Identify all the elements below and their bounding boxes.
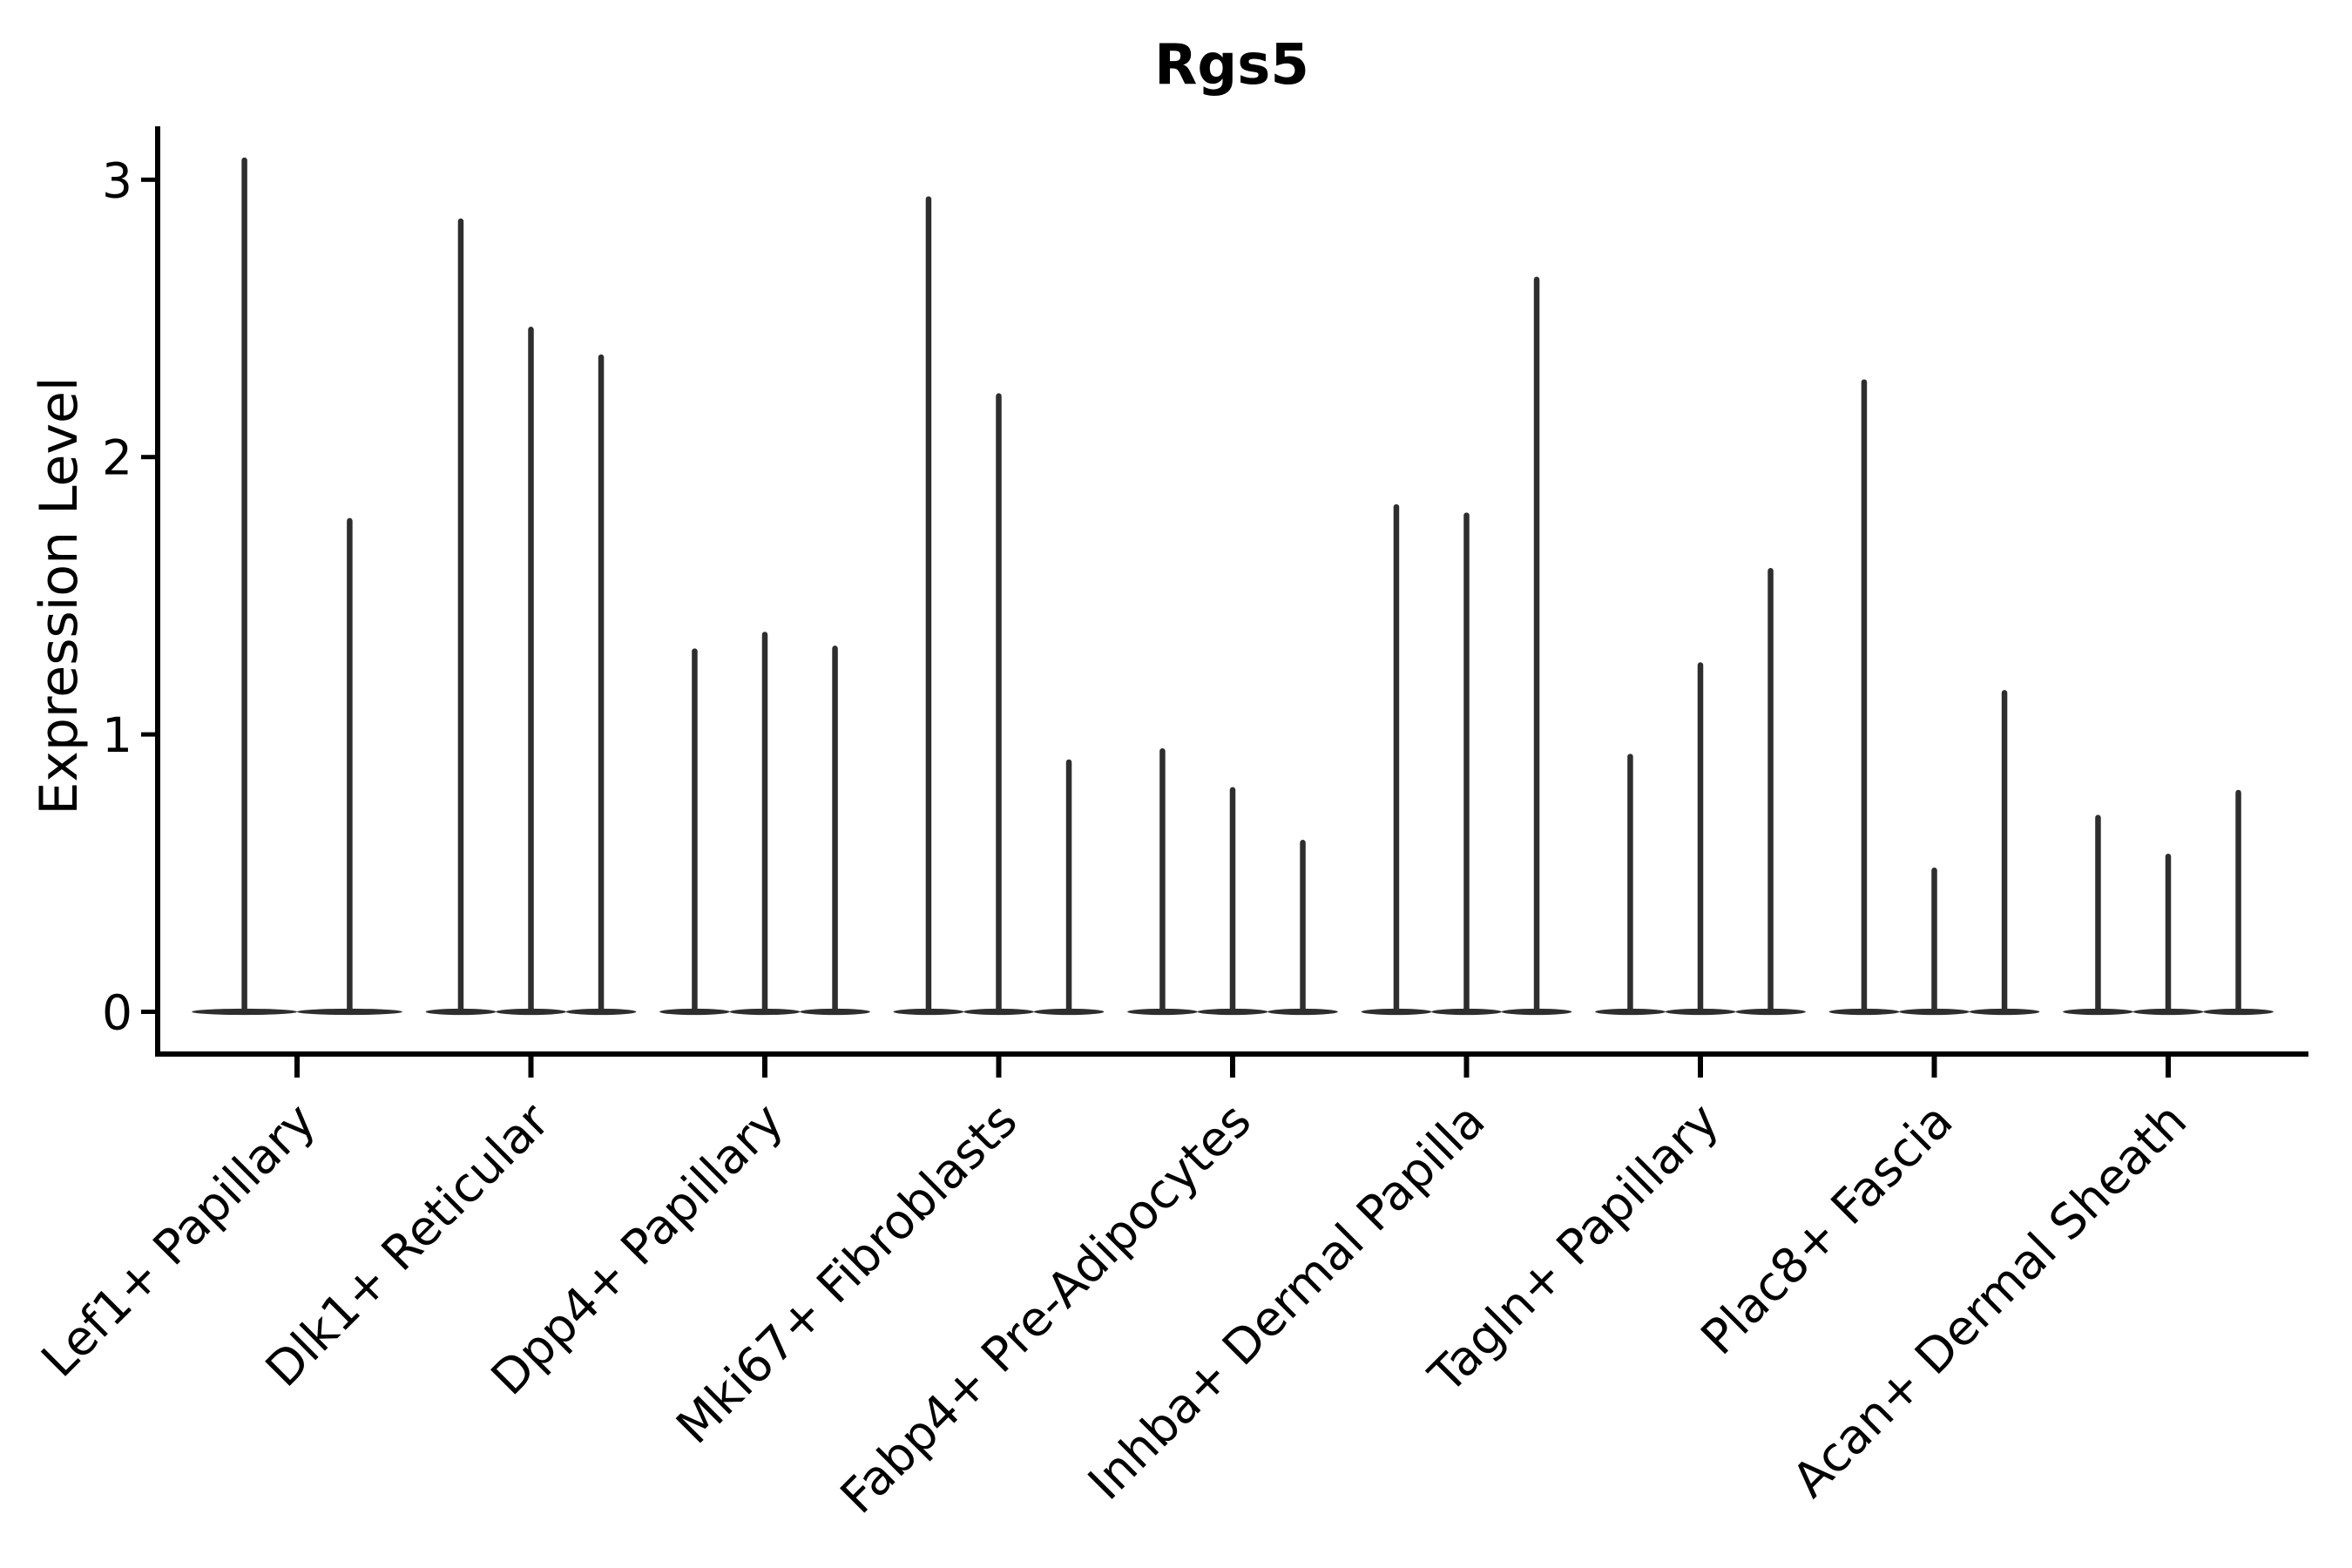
y-axis-label: Expression Level [29, 376, 90, 814]
x-category-label: Inhba+ Dermal Papilla [1078, 1092, 1496, 1511]
violins-layer [192, 157, 2274, 1016]
y-tick-label: 2 [102, 430, 132, 486]
y-tick-label: 1 [102, 707, 132, 763]
x-category-label: Fabp4+ Pre-Adipocytes [829, 1092, 1261, 1524]
chart-title: Rgs5 [1154, 33, 1309, 98]
y-tick-label: 0 [102, 985, 132, 1041]
x-category-label: Acan+ Dermal Sheath [1781, 1092, 2197, 1508]
x-category-label: Plac8+ Fascia [1690, 1092, 1963, 1365]
y-tick-label: 3 [102, 152, 132, 208]
